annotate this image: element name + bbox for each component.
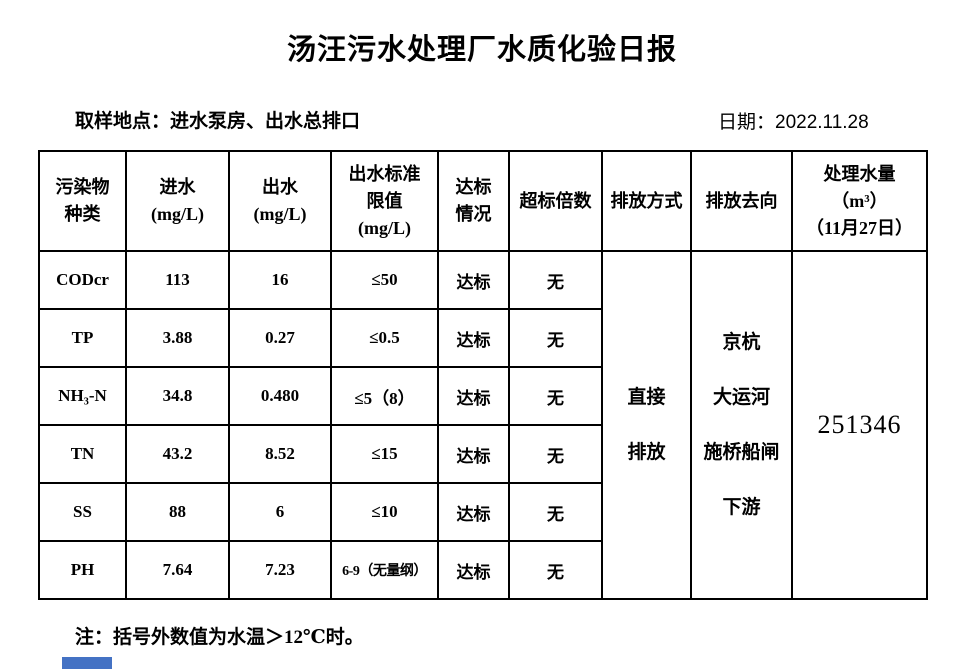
- cell-pollutant: CODcr: [38, 250, 127, 310]
- bottom-blue-bar: [62, 657, 112, 669]
- footer-note: 注：括号外数值为水温＞12℃时。: [75, 627, 364, 648]
- cell-discharge-mode: 直接 排放: [601, 250, 692, 600]
- cell-exceed: 无: [508, 308, 603, 368]
- cell-pollutant: NH₃-N: [38, 366, 127, 426]
- cell-exceed: 无: [508, 540, 603, 600]
- cell-limit: ≤5（8）: [330, 366, 439, 426]
- cell-inflow: 34.8: [125, 366, 230, 426]
- header-inflow: 进水 (mg/L): [125, 150, 230, 252]
- cell-pollutant: TN: [38, 424, 127, 484]
- cell-pollutant: TP: [38, 308, 127, 368]
- cell-exceed: 无: [508, 424, 603, 484]
- header-row: 污染物 种类 进水 (mg/L) 出水 (mg/L) 出水标准 限值 (mg/L…: [38, 150, 928, 252]
- cell-outflow: 0.480: [228, 366, 332, 426]
- cell-outflow: 16: [228, 250, 332, 310]
- cell-pollutant: PH: [38, 540, 127, 600]
- cell-status: 达标: [437, 308, 510, 368]
- cell-inflow: 113: [125, 250, 230, 310]
- cell-limit: ≤50: [330, 250, 439, 310]
- meta-row: 取样地点：进水泵房、出水总排口 日期：2022.11.28: [0, 106, 964, 133]
- cell-limit: ≤0.5: [330, 308, 439, 368]
- table-row: PH 7.64 7.23 6-9（无量纲） 达标 无: [38, 540, 927, 600]
- table-row: TP 3.88 0.27 ≤0.5 达标 无: [38, 308, 927, 368]
- cell-outflow: 8.52: [228, 424, 332, 484]
- cell-inflow: 3.88: [125, 308, 230, 368]
- cell-inflow: 43.2: [125, 424, 230, 484]
- header-exceed-ratio: 超标倍数: [508, 150, 603, 252]
- cell-outflow: 7.23: [228, 540, 332, 600]
- cell-treated-volume: 251346: [791, 250, 928, 600]
- header-outflow-limit: 出水标准 限值 (mg/L): [330, 150, 439, 252]
- cell-limit: 6-9（无量纲）: [330, 540, 439, 600]
- report-date-label: 日期：2022.11.28: [718, 112, 869, 133]
- header-discharge-mode: 排放方式: [601, 150, 692, 252]
- cell-status: 达标: [437, 482, 510, 542]
- header-compliance-status: 达标 情况: [437, 150, 510, 252]
- cell-exceed: 无: [508, 482, 603, 542]
- table-row: NH₃-N 34.8 0.480 ≤5（8） 达标 无: [38, 366, 927, 426]
- header-outflow: 出水 (mg/L): [228, 150, 332, 252]
- cell-outflow: 6: [228, 482, 332, 542]
- water-quality-table: 污染物 种类 进水 (mg/L) 出水 (mg/L) 出水标准 限值 (mg/L…: [38, 150, 928, 600]
- table-row: SS 88 6 ≤10 达标 无: [38, 482, 927, 542]
- cell-status: 达标: [437, 250, 510, 310]
- cell-exceed: 无: [508, 366, 603, 426]
- cell-exceed: 无: [508, 250, 603, 310]
- cell-status: 达标: [437, 366, 510, 426]
- cell-discharge-destination: 京杭 大运河 施桥船闸 下游: [690, 250, 793, 600]
- table-row: CODcr 113 16 ≤50 达标 无 直接 排放 京杭 大运河 施桥船闸 …: [38, 250, 928, 600]
- header-treated-volume: 处理水量 （m³） （11月27日）: [791, 150, 928, 252]
- cell-limit: ≤15: [330, 424, 439, 484]
- cell-inflow: 88: [125, 482, 230, 542]
- cell-status: 达标: [437, 424, 510, 484]
- cell-inflow: 7.64: [125, 540, 230, 600]
- page-title: 汤汪污水处理厂水质化验日报: [286, 34, 677, 66]
- cell-outflow: 0.27: [228, 308, 332, 368]
- header-pollutant-type: 污染物 种类: [38, 150, 127, 252]
- cell-limit: ≤10: [330, 482, 439, 542]
- table-row: TN 43.2 8.52 ≤15 达标 无: [38, 424, 927, 484]
- cell-status: 达标: [437, 540, 510, 600]
- cell-pollutant: SS: [38, 482, 127, 542]
- header-discharge-destination: 排放去向: [690, 150, 793, 252]
- sampling-location-label: 取样地点：进水泵房、出水总排口: [75, 111, 361, 132]
